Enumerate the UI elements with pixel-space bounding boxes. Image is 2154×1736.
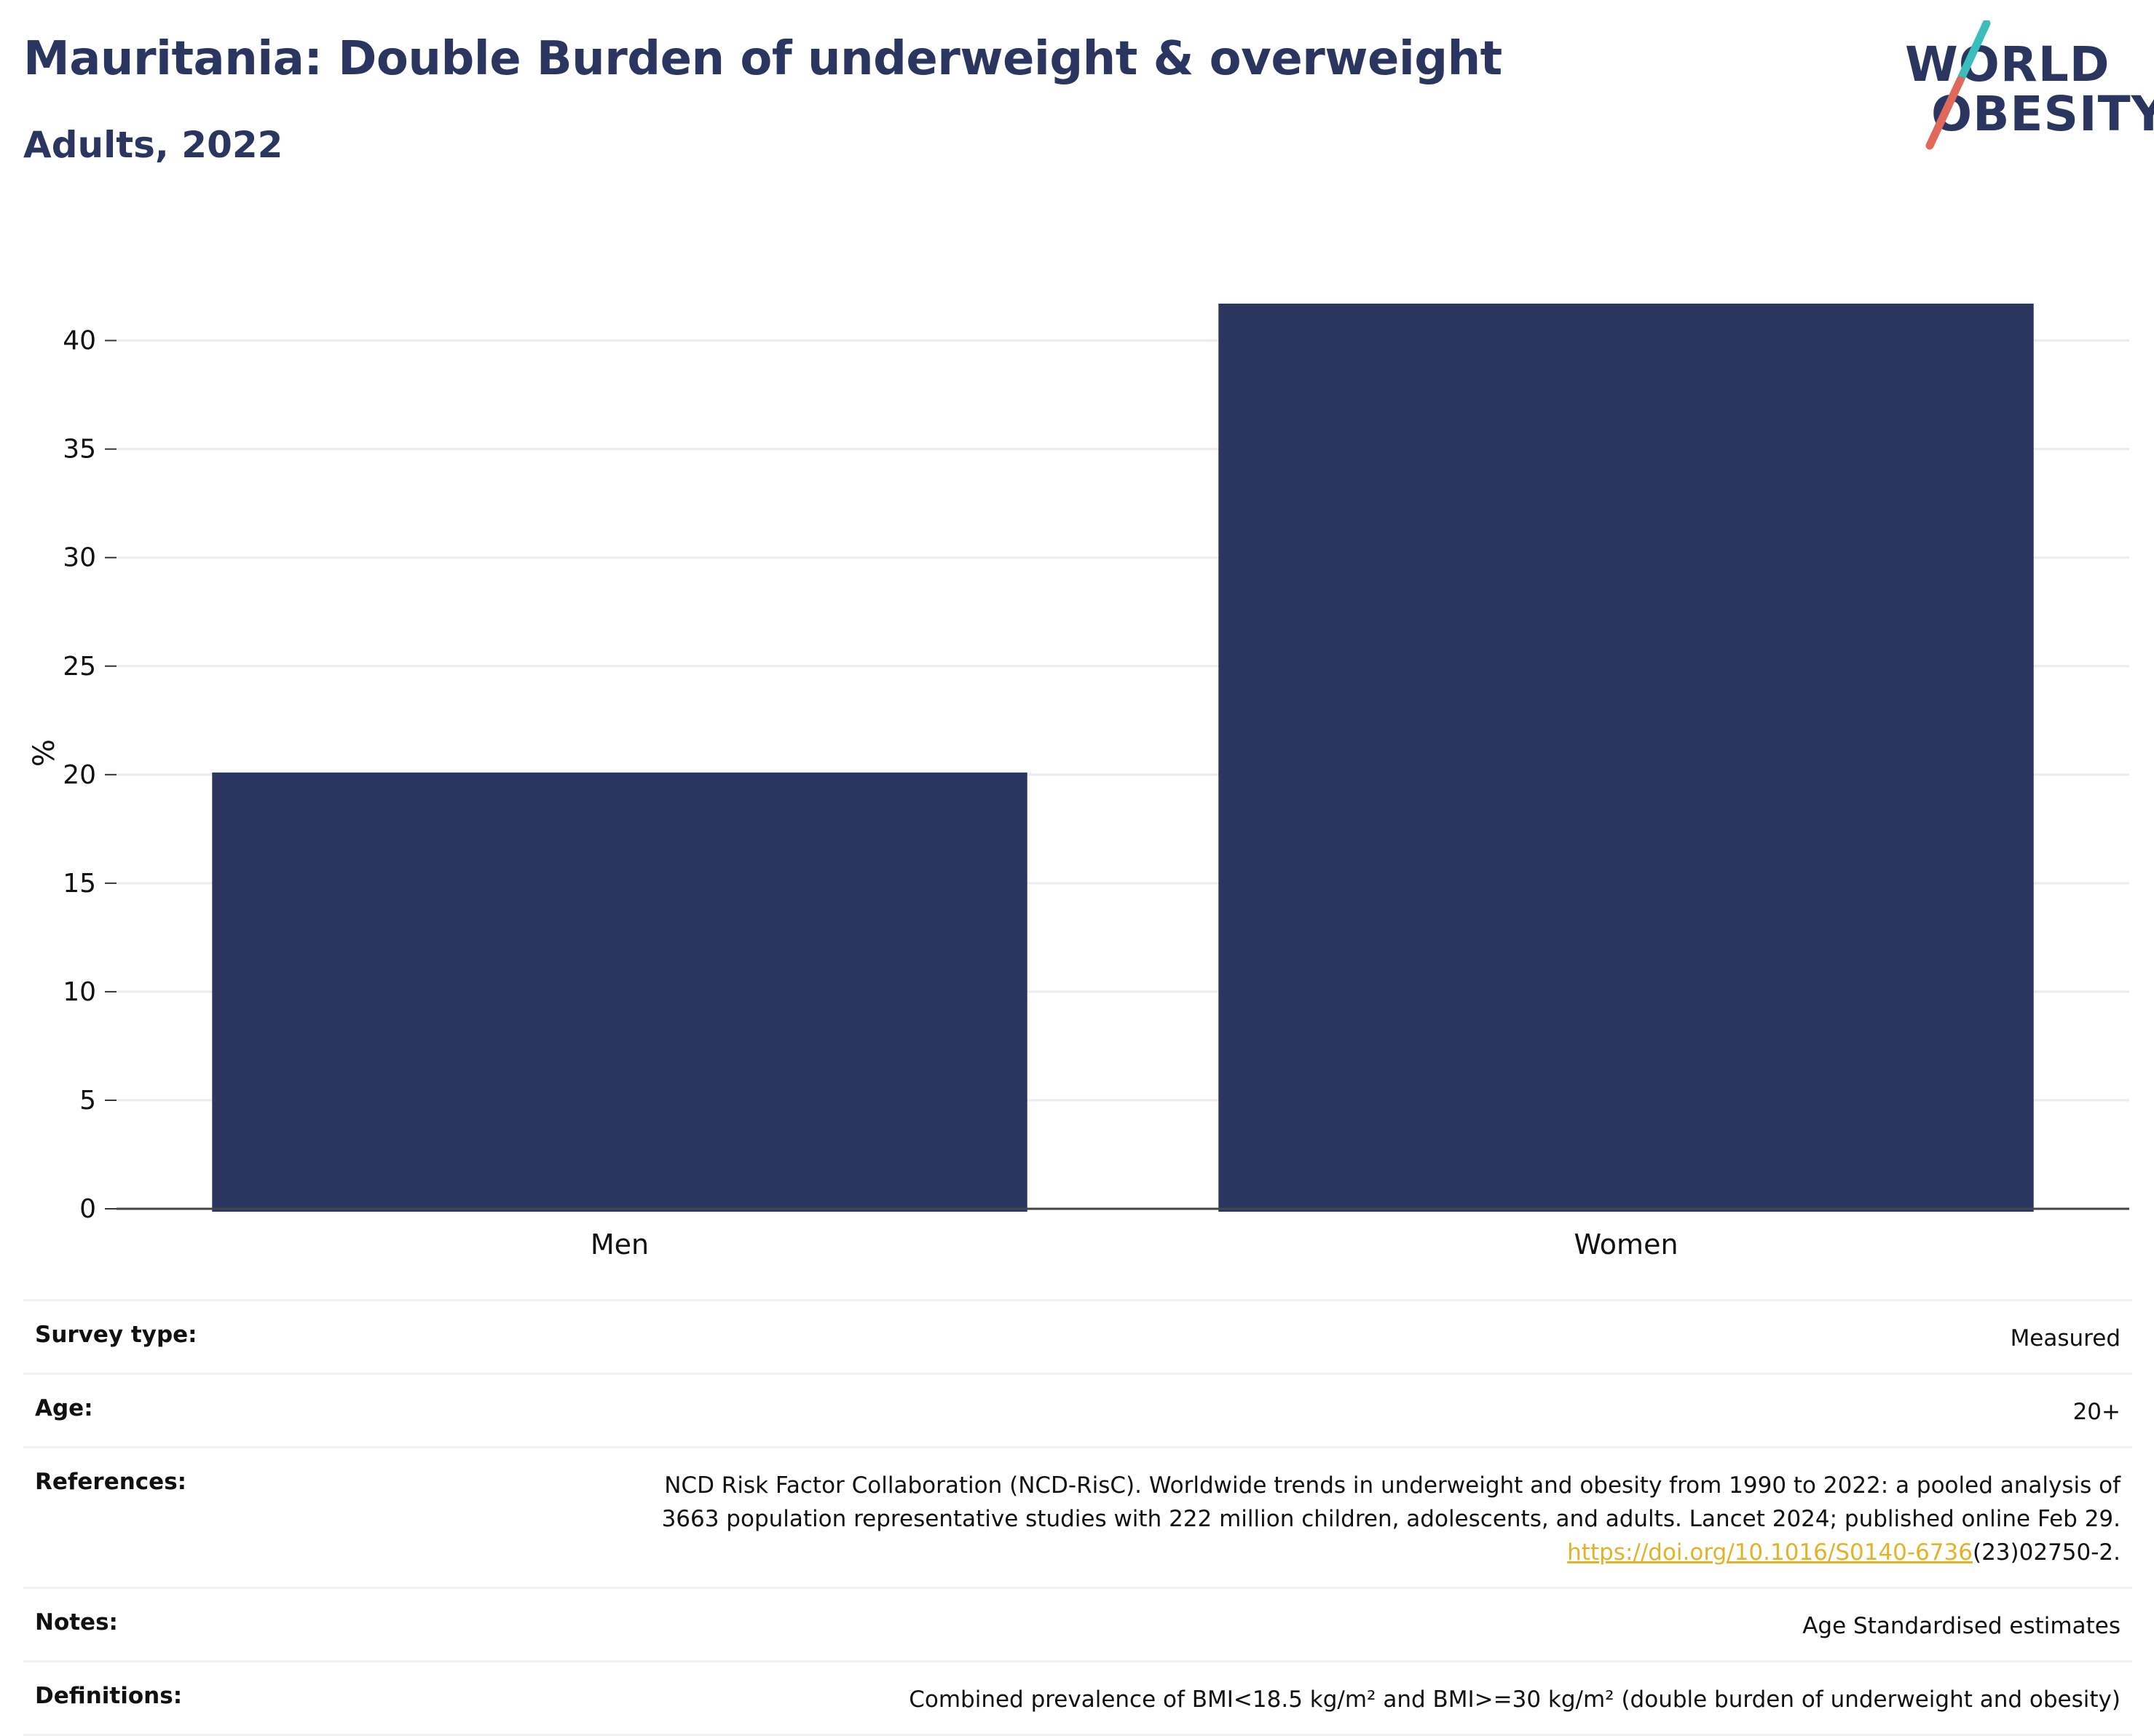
bars bbox=[212, 303, 2034, 1212]
references-line-2: 3663 population representative studies w… bbox=[661, 1506, 2121, 1532]
survey-type-value: Measured bbox=[2010, 1325, 2121, 1352]
meta-row-age: Age: 20+ bbox=[23, 1373, 2132, 1446]
age-value: 20+ bbox=[2072, 1399, 2121, 1425]
y-tick-label: 30 bbox=[63, 543, 96, 573]
metadata-table: Survey type: Measured Age: 20+ Reference… bbox=[23, 1299, 2132, 1736]
y-tick-label: 10 bbox=[63, 977, 96, 1007]
references-doi-suffix: (23)02750-2. bbox=[1972, 1539, 2121, 1566]
y-axis-label: % bbox=[28, 739, 61, 767]
y-tick-label: 0 bbox=[79, 1194, 96, 1224]
y-tick-label: 40 bbox=[63, 326, 96, 356]
references-value: NCD Risk Factor Collaboration (NCD-RisC)… bbox=[662, 1469, 2121, 1569]
age-label: Age: bbox=[35, 1395, 93, 1421]
notes-label: Notes: bbox=[35, 1609, 118, 1636]
chart-title: Mauritania: Double Burden of underweight… bbox=[23, 32, 1502, 86]
bar-women bbox=[1218, 303, 2034, 1212]
x-tick-label-men: Men bbox=[591, 1228, 649, 1260]
y-axis-ticks: 0 5 10 15 20 25 30 35 40 bbox=[63, 326, 117, 1224]
meta-row-notes: Notes: Age Standardised estimates bbox=[23, 1587, 2132, 1660]
notes-value: Age Standardised estimates bbox=[1802, 1613, 2121, 1639]
chart-subtitle: Adults, 2022 bbox=[23, 124, 283, 166]
logo-line-2: OBESITY bbox=[1931, 86, 2154, 142]
x-axis-ticks: Men Women bbox=[591, 1228, 1678, 1260]
y-tick-label: 15 bbox=[63, 869, 96, 899]
y-tick-label: 5 bbox=[79, 1086, 96, 1116]
x-tick-label-women: Women bbox=[1574, 1228, 1678, 1260]
meta-row-definitions: Definitions: Combined prevalence of BMI<… bbox=[23, 1660, 2132, 1736]
y-tick-label: 25 bbox=[63, 652, 96, 682]
y-tick-label: 20 bbox=[63, 760, 96, 790]
logo-line-1: WORLD bbox=[1905, 36, 2110, 92]
references-doi-link[interactable]: https://doi.org/10.1016/S0140-6736 bbox=[1567, 1539, 1973, 1566]
definitions-value: Combined prevalence of BMI<18.5 kg/m² an… bbox=[909, 1686, 2121, 1713]
y-tick-label: 35 bbox=[63, 435, 96, 465]
logo-slash-icon bbox=[1925, 20, 1991, 150]
meta-row-survey-type: Survey type: Measured bbox=[23, 1299, 2132, 1373]
references-label: References: bbox=[35, 1469, 187, 1495]
references-line-1: NCD Risk Factor Collaboration (NCD-RisC)… bbox=[664, 1472, 2121, 1499]
survey-type-label: Survey type: bbox=[35, 1322, 197, 1348]
meta-row-references: References: NCD Risk Factor Collaboratio… bbox=[23, 1446, 2132, 1587]
bar-chart: 0 5 10 15 20 25 30 35 40 Men Women % bbox=[28, 303, 2129, 1260]
definitions-label: Definitions: bbox=[35, 1683, 183, 1709]
world-obesity-logo: WORLD OBESITY bbox=[1893, 20, 2154, 156]
bar-men bbox=[212, 772, 1027, 1212]
